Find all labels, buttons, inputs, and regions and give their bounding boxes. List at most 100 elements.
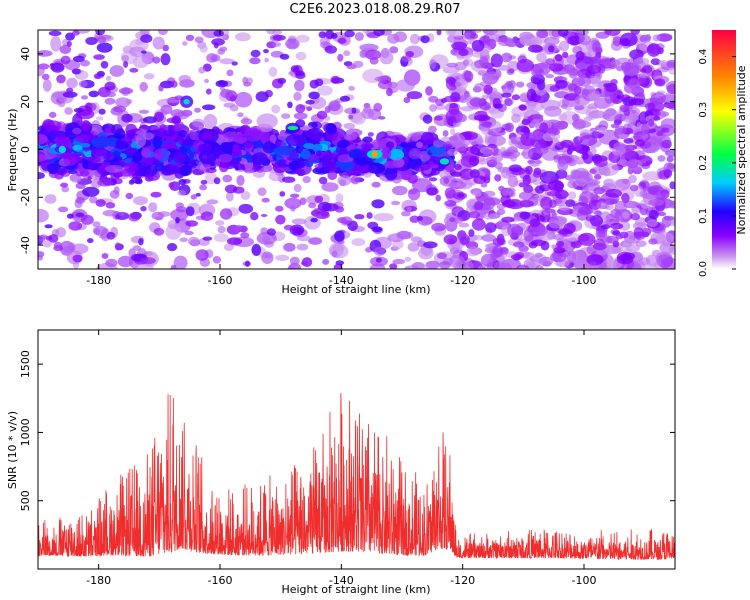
spectrogram-blob (115, 97, 131, 108)
spectrogram-blob (73, 107, 84, 113)
spectrogram-blob (536, 30, 549, 39)
spectrogram-blob (335, 193, 344, 203)
spectrogram-blob (105, 91, 117, 98)
spectrogram-blob (429, 104, 438, 112)
spectrogram-blob (454, 61, 467, 71)
spectrogram-blob (337, 53, 344, 62)
spectrogram-blob (234, 91, 253, 108)
spectrogram-blob (185, 34, 195, 41)
spectrogram-blob (38, 154, 48, 162)
spectrogram-blob (415, 141, 423, 148)
spectrogram-blob (560, 104, 568, 109)
spectrogram-blob (508, 164, 523, 173)
spectrogram-blob (558, 204, 570, 211)
spectrogram-blob (492, 237, 506, 246)
spectrogram-blob (38, 208, 49, 223)
spectrogram-blob (251, 243, 262, 256)
spectrogram-blob (609, 64, 617, 70)
spectrogram-blob (60, 55, 71, 65)
spectrogram-blob (167, 243, 178, 252)
spectrogram-blob (485, 71, 500, 80)
spectrogram-blob (59, 152, 72, 159)
spectrogram-blob (135, 133, 147, 147)
spectrogram-blob (95, 30, 106, 36)
spectrogram-blob (534, 225, 548, 236)
spectrogram-blob (153, 227, 165, 236)
spectrogram-blob (305, 99, 315, 105)
spectrogram-blob (100, 60, 109, 69)
spectrogram-blob (293, 91, 302, 101)
spectrogram-blob (444, 187, 456, 199)
spectrogram-blob (72, 127, 82, 135)
spectrogram-blob (240, 191, 251, 200)
spectrogram-blob (351, 238, 366, 247)
spectrogram-blob (637, 92, 645, 98)
spectrogram-blob (561, 191, 570, 198)
spectrogram-blob (283, 242, 296, 252)
spectrogram-blob (99, 234, 109, 239)
spectrogram-blob (201, 154, 208, 160)
spectrogram-blob (409, 215, 420, 223)
spectrogram-blob (185, 206, 195, 217)
spectrogram-blob (306, 127, 324, 140)
spectrogram-blob (215, 220, 225, 226)
spectrogram-blob (610, 222, 624, 230)
spectrogram-blob (50, 35, 62, 52)
spectrogram-blob (389, 46, 399, 54)
spectrogram-blob (198, 66, 206, 74)
spectrogram-blob (482, 149, 494, 157)
spectrogram-blob (317, 85, 333, 96)
spectrogram-blob (206, 88, 212, 95)
spectrogram-blob (141, 148, 152, 158)
spectrogram-blob (539, 61, 551, 69)
spectrogram-blob (143, 73, 155, 80)
spectrogram-blob (308, 237, 322, 245)
spectrogram-blob (619, 32, 638, 47)
spectrogram-blob (264, 253, 273, 259)
spectrogram-blob (666, 163, 675, 170)
spectrogram-blob (290, 205, 296, 212)
spectrogram-blob (449, 254, 465, 269)
spectrogram-blob (78, 80, 88, 88)
spectrogram-blob (283, 224, 294, 231)
spectrogram-ticks: -180 -160 -140 -120 -100 -40 -20 0 20 40 (19, 30, 675, 287)
spectrogram-blob (363, 105, 372, 114)
spectrogram-blob (343, 133, 357, 141)
spectrogram-blob (66, 87, 74, 93)
spectrogram-blob (244, 260, 251, 267)
spectrogram-blob (534, 160, 543, 164)
spectrogram-blob (641, 123, 650, 134)
spectrogram-blob (81, 95, 88, 100)
spectrogram-blob (484, 222, 497, 233)
spectrogram-blob (477, 265, 485, 269)
spectrogram-blob (351, 107, 357, 114)
spectrogram-blob (281, 113, 291, 119)
spectrogram-blob (288, 160, 301, 171)
spectrogram-blob (518, 182, 526, 188)
spectrogram-blob (539, 256, 553, 267)
spectrogram-blob (314, 195, 324, 203)
spectrogram-blob (125, 192, 134, 200)
spectrogram-blob (518, 191, 535, 201)
spectrogram-blob (144, 174, 154, 182)
spectrogram-blob (650, 44, 661, 55)
spectrogram-blob (242, 140, 254, 149)
spectrogram-blob (128, 179, 135, 185)
spectrogram-blob (373, 213, 394, 222)
spectrogram-xtick-label: -100 (572, 274, 597, 287)
spectrogram-blob (571, 79, 579, 85)
spectrogram-blob (132, 245, 142, 251)
spectrogram-blob (652, 34, 661, 42)
spectrogram-blob (454, 164, 462, 170)
spectrogram-blob (630, 213, 641, 221)
spectrogram-blob (287, 125, 299, 131)
spectrogram-blob (483, 84, 493, 95)
spectrogram-blob (494, 161, 503, 170)
spectrogram-blob (587, 103, 599, 110)
spectrogram-blob (408, 147, 422, 160)
spectrogram-ytick-label: -40 (19, 236, 32, 254)
spectrogram-blob (658, 211, 667, 217)
spectrogram-blob (183, 99, 190, 105)
spectrogram-blob (340, 216, 353, 225)
spectrogram-blob (371, 226, 383, 233)
